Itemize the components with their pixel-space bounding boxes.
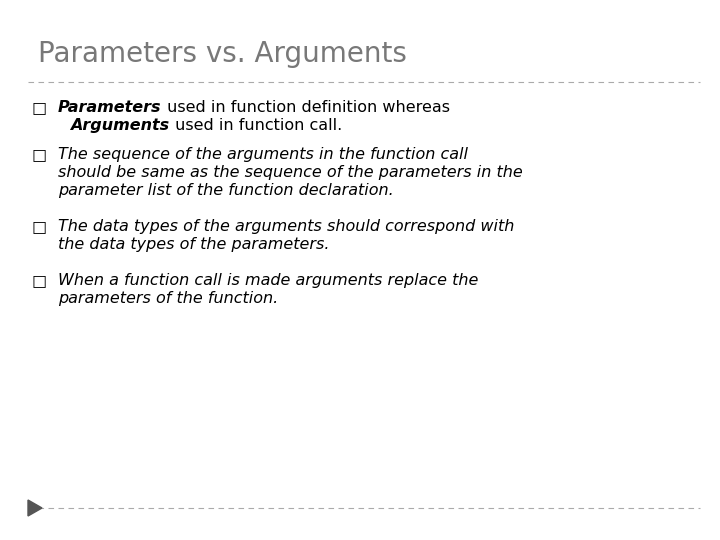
Polygon shape	[28, 500, 42, 516]
Text: Parameters vs. Arguments: Parameters vs. Arguments	[38, 40, 407, 68]
Text: When a function call is made arguments replace the: When a function call is made arguments r…	[58, 273, 478, 288]
Text: used in function call.: used in function call.	[170, 118, 343, 133]
Text: Parameters: Parameters	[58, 100, 161, 115]
Text: Arguments: Arguments	[70, 118, 169, 133]
Text: parameters of the function.: parameters of the function.	[58, 291, 278, 306]
Text: □: □	[32, 100, 47, 115]
Text: parameter list of the function declaration.: parameter list of the function declarati…	[58, 183, 394, 198]
Text: □: □	[32, 219, 47, 234]
Text: The sequence of the arguments in the function call: The sequence of the arguments in the fun…	[58, 147, 468, 162]
Text: □: □	[32, 273, 47, 288]
Text: □: □	[32, 147, 47, 162]
Text: the data types of the parameters.: the data types of the parameters.	[58, 237, 330, 252]
Text: The data types of the arguments should correspond with: The data types of the arguments should c…	[58, 219, 514, 234]
Text: should be same as the sequence of the parameters in the: should be same as the sequence of the pa…	[58, 165, 523, 180]
Text: used in function definition whereas: used in function definition whereas	[163, 100, 451, 115]
